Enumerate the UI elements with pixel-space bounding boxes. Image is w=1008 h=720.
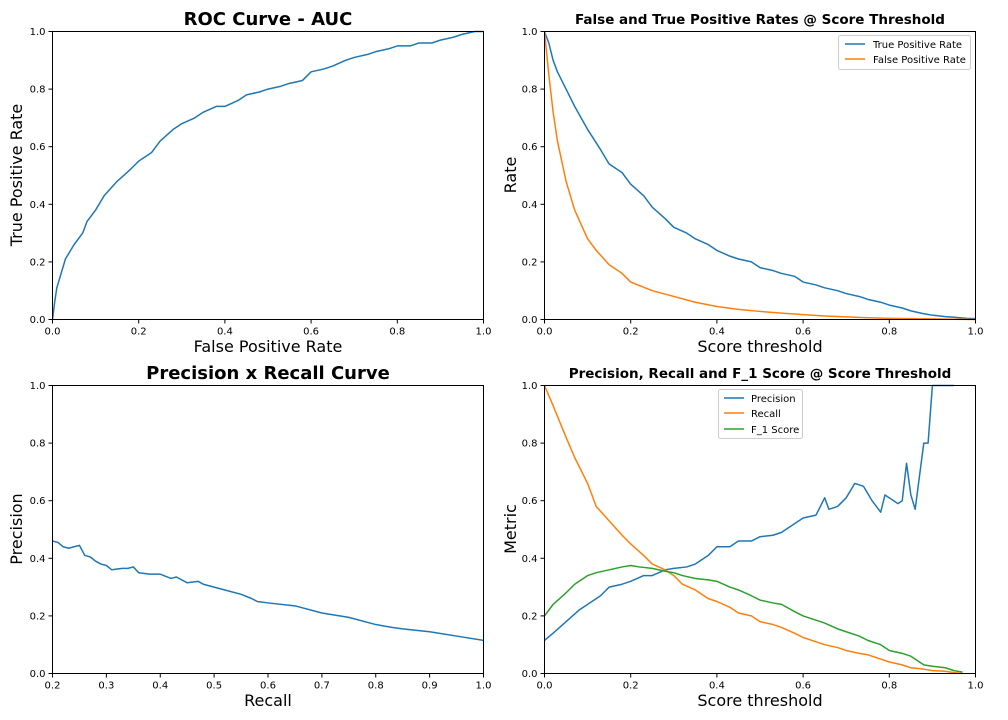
- pr-xtick-label: 0.4: [152, 681, 168, 692]
- metrics-ytick-label: 0.2: [522, 611, 538, 622]
- rates-legend-box: [838, 35, 971, 70]
- roc-ytick-label: 0.6: [30, 142, 46, 153]
- rates-ticks: 0.0 0.2 0.4 0.6 0.8 1.0 0.0 0.2 0.4 0.6 0.8 1.0: [522, 27, 984, 338]
- pr-series-curve-line: [52, 540, 484, 642]
- metrics-series-f-1-score-line: [544, 564, 963, 673]
- metrics-ytick-label: 0.0: [522, 669, 538, 680]
- metrics-ytick-label: 1.0: [522, 381, 538, 392]
- metrics-xtick-label: 0.8: [881, 681, 897, 692]
- roc-ytick-label: 0.8: [30, 85, 46, 96]
- pr-xtick-label: 0.7: [314, 681, 330, 692]
- metrics-ticks: 0.0 0.2 0.4 0.6 0.8 1.0 0.0 0.2 0.4 0.6 0.8 1.0: [522, 381, 984, 692]
- roc-axes-frame: [52, 31, 484, 320]
- pr-xtick-label: 0.9: [422, 681, 438, 692]
- pr-xtick-label: 0.3: [98, 681, 114, 692]
- metrics-legend-label-recall: Recall: [751, 409, 781, 420]
- roc-plot-area: [52, 30, 484, 320]
- rates-ytick-label: 1.0: [522, 27, 538, 38]
- roc-ytick-label: 0.2: [30, 257, 46, 268]
- rates-plot-area: [544, 31, 976, 321]
- rates-xtick-label: 1.0: [968, 327, 984, 338]
- roc-xlabel: False Positive Rate: [194, 337, 343, 356]
- roc-xtick-label: 0.2: [131, 327, 147, 338]
- metrics-legend-box: [718, 389, 803, 439]
- metrics-xtick-label: 0.6: [795, 681, 811, 692]
- roc-ytick-label: 1.0: [30, 27, 46, 38]
- roc-xtick-label: 0.4: [217, 327, 233, 338]
- metrics-series-precision-line: [544, 384, 954, 641]
- metrics-legend: Precision Recall F_1 Score: [718, 389, 803, 439]
- rates-legend: True Positive Rate False Positive Rate: [838, 35, 971, 70]
- rates-ytick-label: 0.4: [522, 200, 538, 211]
- rates-ytick-label: 0.6: [522, 142, 538, 153]
- rates-xlabel: Score threshold: [697, 337, 822, 356]
- rates-xtick-label: 0.4: [709, 327, 725, 338]
- metrics-xtick-label: 0.0: [537, 681, 553, 692]
- pr-xtick-label: 0.6: [260, 681, 276, 692]
- pr-ytick-label: 0.8: [30, 439, 46, 450]
- roc-xtick-label: 0.8: [389, 327, 405, 338]
- roc-xtick-label: 0.6: [303, 327, 319, 338]
- metrics-panel: Precision, Recall and F_1 Score @ Score …: [501, 366, 983, 710]
- rates-xtick-label: 0.8: [881, 327, 897, 338]
- metrics-xtick-label: 1.0: [968, 681, 984, 692]
- pr-xtick-label: 0.8: [368, 681, 384, 692]
- pr-ylabel: Precision: [7, 493, 26, 564]
- rates-xtick-label: 0.6: [795, 327, 811, 338]
- rates-panel: False and True Positive Rates @ Score Th…: [501, 12, 983, 356]
- pr-axes-frame: [52, 385, 484, 674]
- metrics-ytick-label: 0.6: [522, 496, 538, 507]
- rates-series-true-positive-rate-line: [544, 31, 976, 320]
- metrics-xtick-label: 0.4: [709, 681, 725, 692]
- rates-xtick-label: 0.2: [623, 327, 639, 338]
- roc-series-curve-line: [52, 30, 484, 320]
- roc-ylabel: True Positive Rate: [7, 104, 26, 248]
- rates-series-false-positive-rate-line: [544, 31, 976, 321]
- pr-xlabel: Recall: [244, 691, 292, 710]
- metrics-legend-label-precision: Precision: [751, 394, 796, 405]
- metrics-ytick-label: 0.4: [522, 554, 538, 565]
- metrics-plot-area: [544, 384, 963, 675]
- roc-ytick-label: 0.0: [30, 315, 46, 326]
- metrics-title: Precision, Recall and F_1 Score @ Score …: [569, 366, 952, 382]
- rates-xtick-label: 0.0: [537, 327, 553, 338]
- roc-title: ROC Curve - AUC: [184, 9, 353, 30]
- pr-xtick-label: 0.2: [45, 681, 61, 692]
- rates-ytick-label: 0.2: [522, 257, 538, 268]
- pr-ytick-label: 0.2: [30, 611, 46, 622]
- metrics-ytick-label: 0.8: [522, 439, 538, 450]
- pr-panel: Precision x Recall Curve 0.2 0.3 0.4 0.5 0.6…: [7, 363, 491, 710]
- metrics-legend-label-f1: F_1 Score: [751, 425, 799, 436]
- rates-legend-label-fpr: False Positive Rate: [873, 55, 966, 66]
- pr-ytick-label: 0.4: [30, 554, 46, 565]
- metrics-axes-frame: [544, 385, 976, 674]
- roc-xtick-label: 1.0: [476, 327, 492, 338]
- pr-xtick-label: 0.5: [206, 681, 222, 692]
- pr-ytick-label: 0.6: [30, 496, 46, 507]
- pr-xtick-label: 1.0: [476, 681, 492, 692]
- metrics-xlabel: Score threshold: [697, 691, 822, 710]
- rates-title: False and True Positive Rates @ Score Th…: [575, 12, 945, 28]
- metrics-xtick-label: 0.2: [623, 681, 639, 692]
- pr-ticks: 0.2 0.3 0.4 0.5 0.6 0.7 0.8 0.9 1.00.00.20.40.60…: [30, 381, 492, 692]
- rates-axes-frame: [544, 31, 976, 320]
- pr-title: Precision x Recall Curve: [146, 363, 390, 384]
- metrics-ylabel: Metric: [501, 504, 520, 554]
- roc-xtick-label: 0.0: [45, 327, 61, 338]
- pr-ytick-label: 0.0: [30, 669, 46, 680]
- roc-ticks: 0.0 0.2 0.4 0.6 0.8 1.0 0.0 0.2 0.4 0.6 0.8 1.0: [30, 27, 492, 338]
- rates-legend-label-tpr: True Positive Rate: [872, 40, 962, 51]
- metrics-series-recall-line: [544, 385, 963, 675]
- rates-ytick-label: 0.8: [522, 85, 538, 96]
- pr-ytick-label: 1.0: [30, 381, 46, 392]
- roc-ytick-label: 0.4: [30, 200, 46, 211]
- rates-ylabel: Rate: [501, 157, 520, 194]
- pr-plot-area: [52, 540, 484, 642]
- rates-ytick-label: 0.0: [522, 315, 538, 326]
- roc-panel: ROC Curve - AUC 0.0 0.2 0.4 0.6 0.8 1.0 0.0 0.2…: [7, 9, 491, 356]
